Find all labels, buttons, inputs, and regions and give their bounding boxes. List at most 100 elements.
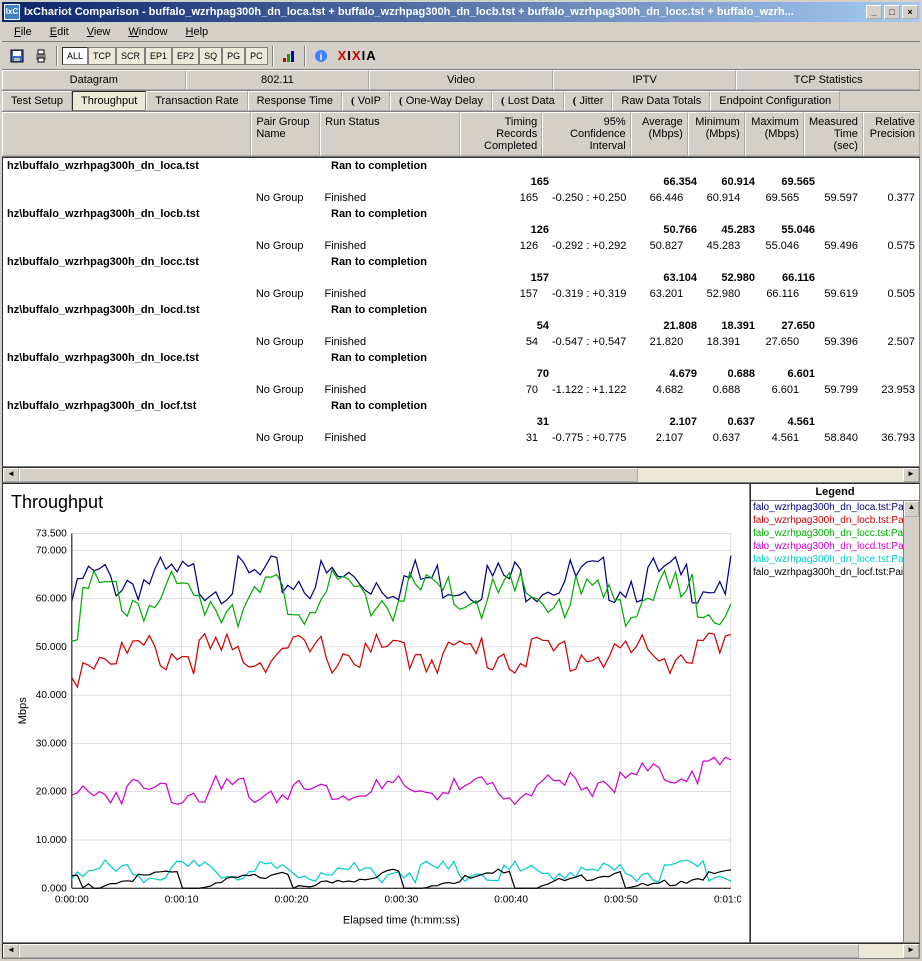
help-icon[interactable]: i	[310, 45, 332, 67]
close-button[interactable]: ×	[902, 5, 918, 19]
header-averagembps[interactable]: Average (Mbps)	[631, 112, 688, 156]
svg-text:Elapsed time (h:mm:ss): Elapsed time (h:mm:ss)	[343, 915, 460, 927]
scroll-right-icon[interactable]: ►	[903, 468, 919, 482]
legend-item[interactable]: falo_wzrhpag300h_dn_locf.tst:Pair	[751, 566, 919, 579]
tab-lostdata[interactable]: ( Lost Data	[492, 91, 564, 111]
scroll-up-icon[interactable]: ▲	[904, 501, 919, 517]
legend-item[interactable]: falo_wzrhpag300h_dn_locd.tst:Pai	[751, 540, 919, 553]
svg-text:0:01:00: 0:01:00	[714, 894, 741, 905]
print-icon[interactable]	[30, 45, 52, 67]
test-header-row[interactable]: hz\buffalo_wzrhpag300h_dn_loca.tstRan to…	[3, 158, 919, 174]
tab-rawdatatotals[interactable]: Raw Data Totals	[612, 91, 710, 111]
svg-text:0.000: 0.000	[41, 883, 67, 894]
test-summary-row[interactable]: 704.6790.6886.601	[3, 366, 919, 382]
tab-onewaydelay[interactable]: ( One-Way Delay	[390, 91, 492, 111]
svg-text:0:00:00: 0:00:00	[55, 894, 89, 905]
tab-iptv[interactable]: IPTV	[553, 70, 737, 90]
test-summary-row[interactable]: 5421.80818.39127.650	[3, 318, 919, 334]
chart-icon[interactable]	[278, 45, 300, 67]
svg-text:0:00:30: 0:00:30	[384, 894, 418, 905]
svg-text:0:00:50: 0:00:50	[604, 894, 638, 905]
save-icon[interactable]	[6, 45, 28, 67]
column-headers: Pair Group NameRun StatusTiming Records …	[2, 112, 920, 157]
filter-ep2[interactable]: EP2	[172, 47, 199, 65]
ixia-logo: XIXIA	[338, 48, 377, 63]
test-summary-row[interactable]: 12650.76645.28355.046	[3, 222, 919, 238]
header-relativeprecision[interactable]: Relative Precision	[863, 112, 920, 156]
maximize-button[interactable]: □	[884, 5, 900, 19]
filter-pc[interactable]: PC	[245, 47, 268, 65]
tab-jitter[interactable]: ( Jitter	[564, 91, 613, 111]
tab-responsetime[interactable]: Response Time	[248, 91, 342, 111]
test-detail-row[interactable]: No GroupFinished31-0.775 : +0.7752.1070.…	[3, 430, 919, 446]
test-summary-row[interactable]: 15763.10452.98066.116	[3, 270, 919, 286]
svg-text:60.000: 60.000	[36, 594, 67, 605]
legend-item[interactable]: falo_wzrhpag300h_dn_loce.tst:Pai	[751, 553, 919, 566]
menu-view[interactable]: View	[79, 24, 119, 40]
tab-datagram[interactable]: Datagram	[2, 70, 186, 90]
menu-window[interactable]: Window	[120, 24, 175, 40]
menu-file[interactable]: File	[6, 24, 40, 40]
test-summary-row[interactable]: 16566.35460.91469.565	[3, 174, 919, 190]
filter-pg[interactable]: PG	[222, 47, 245, 65]
test-summary-row[interactable]: 312.1070.6374.561	[3, 414, 919, 430]
tab-testsetup[interactable]: Test Setup	[2, 91, 72, 111]
tab-80211[interactable]: 802.11	[186, 70, 370, 90]
filter-ep1[interactable]: EP1	[145, 47, 172, 65]
menu-help[interactable]: Help	[178, 24, 217, 40]
test-detail-row[interactable]: No GroupFinished165-0.250 : +0.25066.446…	[3, 190, 919, 206]
svg-text:0:00:20: 0:00:20	[275, 894, 309, 905]
header-measuredtimesec[interactable]: Measured Time (sec)	[804, 112, 863, 156]
legend-item[interactable]: falo_wzrhpag300h_dn_loca.tst:Pai	[751, 501, 919, 514]
filter-tcp[interactable]: TCP	[88, 47, 116, 65]
scroll-left-icon[interactable]: ◄	[3, 944, 19, 958]
filter-sq[interactable]: SQ	[199, 47, 222, 65]
svg-text:40.000: 40.000	[36, 690, 67, 701]
test-header-row[interactable]: hz\buffalo_wzrhpag300h_dn_locb.tstRan to…	[3, 206, 919, 222]
test-header-row[interactable]: hz\buffalo_wzrhpag300h_dn_loce.tstRan to…	[3, 350, 919, 366]
menu-edit[interactable]: Edit	[42, 24, 77, 40]
legend-item[interactable]: falo_wzrhpag300h_dn_locc.tst:Pai	[751, 527, 919, 540]
filter-scr[interactable]: SCR	[116, 47, 145, 65]
tab-throughput[interactable]: Throughput	[72, 91, 146, 111]
svg-text:Mbps: Mbps	[17, 697, 29, 725]
scroll-left-icon[interactable]: ◄	[3, 468, 19, 482]
table-hscroll[interactable]: ◄ ►	[2, 467, 920, 483]
header-95confidenceinterval[interactable]: 95% Confidence Interval	[542, 112, 630, 156]
legend-item[interactable]: falo_wzrhpag300h_dn_locb.tst:Pai	[751, 514, 919, 527]
test-detail-row[interactable]: No GroupFinished70-1.122 : +1.1224.6820.…	[3, 382, 919, 398]
scroll-right-icon[interactable]: ►	[903, 944, 919, 958]
category-tabs: Datagram802.11VideoIPTVTCP Statistics	[2, 70, 920, 91]
tab-video[interactable]: Video	[369, 70, 553, 90]
tab-endpointconfiguration[interactable]: Endpoint Configuration	[710, 91, 840, 111]
app-icon: IxC	[4, 4, 20, 20]
header-name[interactable]	[2, 112, 251, 156]
main-window: IxC IxChariot Comparison - buffalo_wzrhp…	[0, 0, 922, 961]
tab-transactionrate[interactable]: Transaction Rate	[146, 91, 247, 111]
test-detail-row[interactable]: No GroupFinished126-0.292 : +0.29250.827…	[3, 238, 919, 254]
svg-text:0:00:40: 0:00:40	[494, 894, 528, 905]
header-pairgroupname[interactable]: Pair Group Name	[251, 112, 320, 156]
minimize-button[interactable]: _	[866, 5, 882, 19]
header-timingrecordscompleted[interactable]: Timing Records Completed	[460, 112, 543, 156]
svg-text:0:00:10: 0:00:10	[165, 894, 199, 905]
header-runstatus[interactable]: Run Status	[320, 112, 459, 156]
tab-tcpstatistics[interactable]: TCP Statistics	[736, 70, 920, 90]
svg-text:50.000: 50.000	[36, 642, 67, 653]
test-header-row[interactable]: hz\buffalo_wzrhpag300h_dn_locd.tstRan to…	[3, 302, 919, 318]
menubar: File Edit View Window Help	[2, 22, 920, 42]
test-detail-row[interactable]: No GroupFinished157-0.319 : +0.31963.201…	[3, 286, 919, 302]
header-minimummbps[interactable]: Minimum (Mbps)	[688, 112, 745, 156]
filter-group: ALLTCPSCREP1EP2SQPGPC	[62, 47, 268, 65]
legend-vscroll[interactable]: ▲	[903, 501, 919, 942]
filter-all[interactable]: ALL	[62, 47, 88, 65]
chart-title: Throughput	[11, 492, 741, 513]
test-detail-row[interactable]: No GroupFinished54-0.547 : +0.54721.8201…	[3, 334, 919, 350]
test-header-row[interactable]: hz\buffalo_wzrhpag300h_dn_locc.tstRan to…	[3, 254, 919, 270]
tab-voip[interactable]: ( VoIP	[342, 91, 390, 111]
toolbar: ALLTCPSCREP1EP2SQPGPC i XIXIA	[2, 42, 920, 70]
chart-hscroll[interactable]: ◄ ►	[2, 943, 920, 959]
header-maximummbps[interactable]: Maximum (Mbps)	[745, 112, 804, 156]
view-tabs: Test SetupThroughputTransaction RateResp…	[2, 91, 920, 112]
test-header-row[interactable]: hz\buffalo_wzrhpag300h_dn_locf.tstRan to…	[3, 398, 919, 414]
